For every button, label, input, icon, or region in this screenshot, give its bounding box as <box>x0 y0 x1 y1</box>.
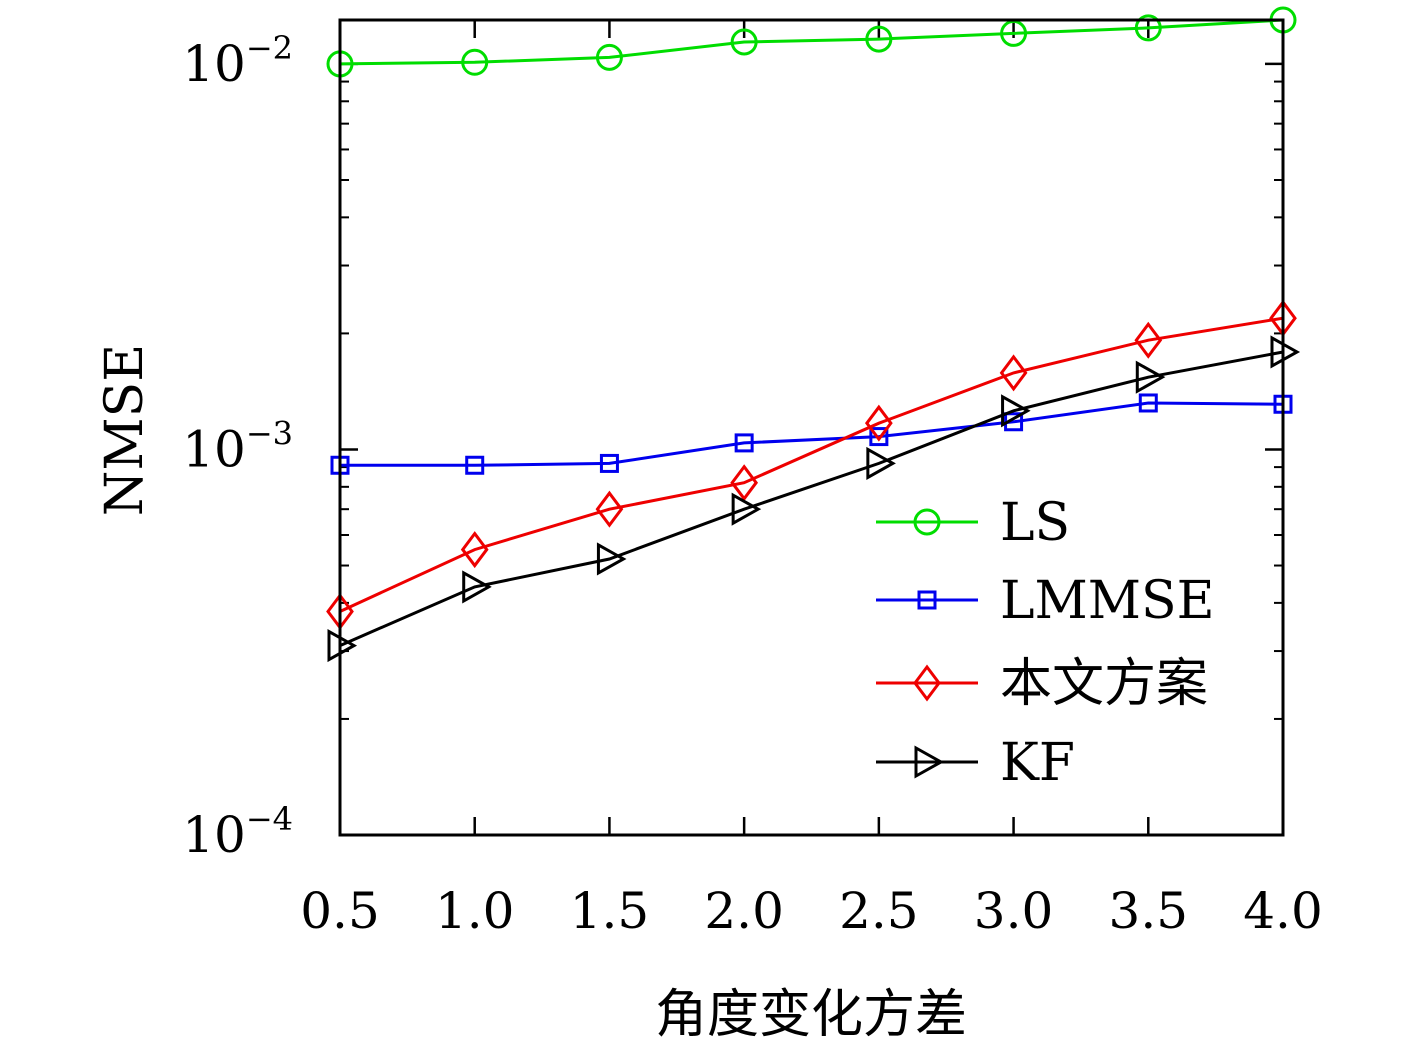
data-point <box>731 492 762 526</box>
legend-label: LS <box>1000 493 1070 553</box>
data-point <box>595 490 624 528</box>
legend-item: LS <box>876 493 1070 553</box>
data-point <box>869 427 889 447</box>
legend-label: LMMSE <box>1000 571 1215 631</box>
y-tick-label: 10−3 <box>182 414 293 478</box>
data-point <box>460 531 489 569</box>
data-point <box>595 43 623 71</box>
legend-label: 本文方案 <box>1000 654 1208 714</box>
data-point <box>462 570 492 604</box>
x-tick-label: 2.0 <box>704 882 784 940</box>
legend-swatch-marker <box>914 745 945 779</box>
legend-swatch-marker <box>917 590 937 610</box>
series-layer <box>326 6 1301 663</box>
data-point <box>999 354 1028 392</box>
y-tick-label: 10−4 <box>182 800 293 864</box>
legend-item: LMMSE <box>876 571 1215 631</box>
legend-swatch-marker <box>913 664 941 702</box>
data-point <box>1134 14 1162 42</box>
legend-label: KF <box>1000 733 1075 793</box>
y-axis: 10−4 10−3 10−2 <box>182 29 1283 864</box>
data-point <box>1138 393 1158 413</box>
y-axis-title: NMSE <box>95 344 155 516</box>
legend: LS LMMSE 本文方案 KF <box>876 493 1215 793</box>
data-point <box>864 404 893 442</box>
x-axis-title: 角度变化方差 <box>655 985 967 1045</box>
x-tick-label: 1.5 <box>570 882 650 940</box>
data-point <box>734 433 754 453</box>
data-point <box>1001 394 1031 428</box>
data-point <box>1134 321 1163 359</box>
data-point <box>866 446 896 480</box>
data-point <box>461 48 489 76</box>
data-point <box>865 25 893 53</box>
series-3 <box>326 299 1297 630</box>
legend-item: KF <box>876 733 1075 793</box>
x-tick-label: 1.0 <box>435 882 515 940</box>
series-line <box>339 316 1284 613</box>
plot-frame <box>338 18 1285 837</box>
data-point <box>730 464 759 502</box>
series-2 <box>330 393 1293 475</box>
x-tick-label: 3.5 <box>1109 882 1189 940</box>
series-line <box>340 401 1284 467</box>
x-tick-label: 4.0 <box>1243 882 1323 940</box>
data-point <box>465 455 485 475</box>
x-tick-label: 0.5 <box>300 882 380 940</box>
legend-item: 本文方案 <box>876 654 1208 714</box>
data-point <box>599 453 619 473</box>
y-tick-label: 10−2 <box>182 29 293 93</box>
x-axis: 0.5 1.0 1.5 2.0 2.5 3.0 3.5 4.0 <box>300 20 1323 940</box>
legend-swatch-marker <box>913 508 941 536</box>
data-point <box>596 542 627 576</box>
series-line <box>339 18 1284 66</box>
data-point <box>730 28 758 56</box>
series-1 <box>326 6 1297 78</box>
x-tick-label: 2.5 <box>839 882 919 940</box>
x-tick-label: 3.0 <box>974 882 1054 940</box>
data-point <box>1135 360 1166 394</box>
series-line <box>339 350 1284 647</box>
